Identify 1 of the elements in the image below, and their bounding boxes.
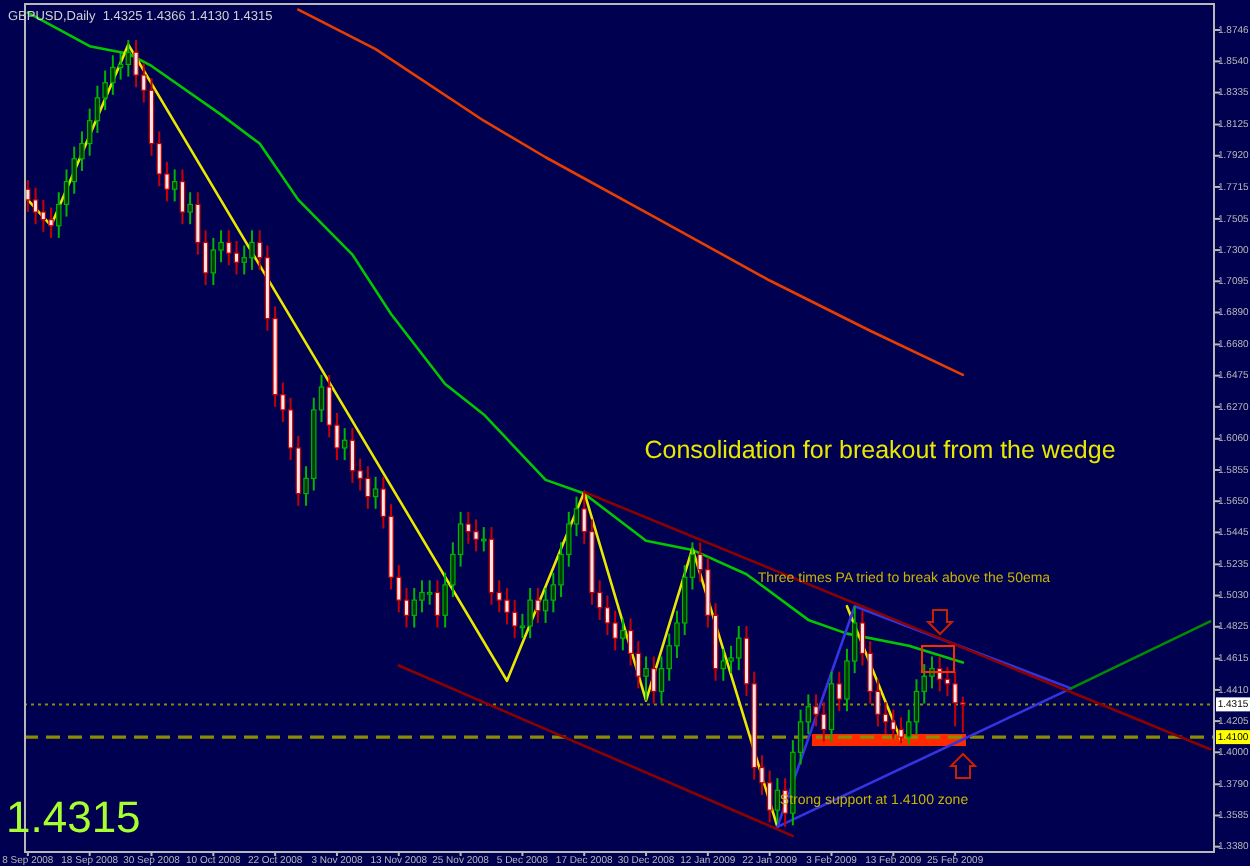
annotation: Consolidation for breakout from the wedge — [644, 436, 1116, 464]
